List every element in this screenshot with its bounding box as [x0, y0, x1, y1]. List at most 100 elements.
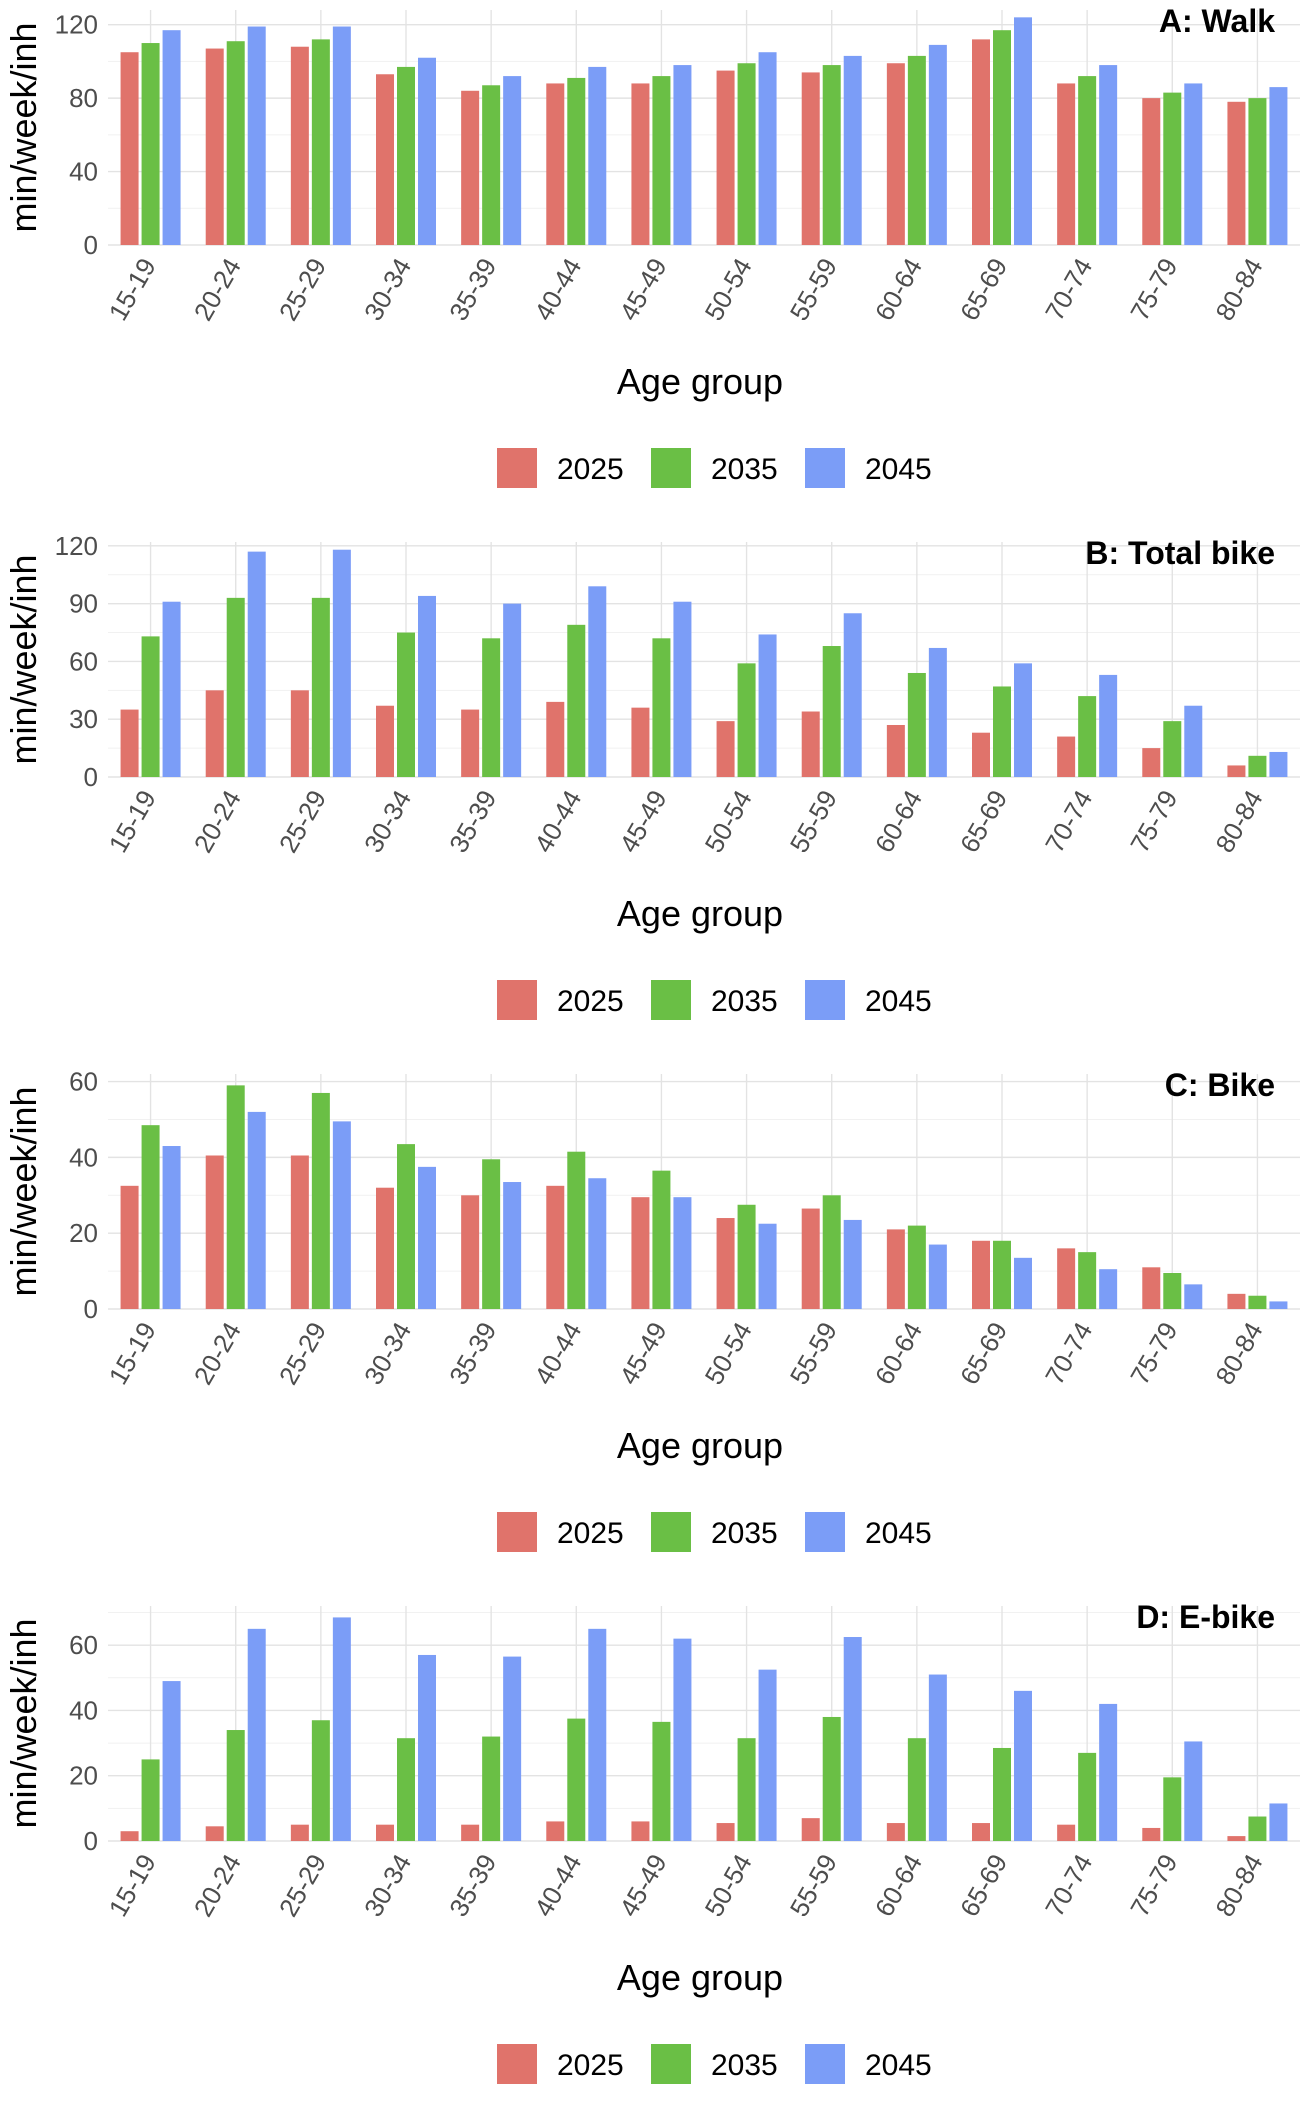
x-tick-label: 75-79	[1124, 253, 1183, 326]
bar-2035-35-39	[482, 1736, 501, 1841]
panel-b-total-bike: 0 30 60 90 120 15-19 20-24 25-29 30-34 35-39 40-44…	[0, 532, 1306, 1064]
x-tick-label: 65-69	[954, 253, 1013, 326]
bar-2035-35-39	[482, 638, 501, 777]
y-tick-label: 0	[84, 1826, 98, 1856]
x-tick-label: 30-34	[358, 253, 417, 326]
bar-2045-80-84	[1269, 1301, 1288, 1309]
legend-swatch-2025	[497, 2044, 537, 2084]
bar-2045-75-79	[1184, 1284, 1203, 1309]
legend-swatch-2035	[651, 448, 691, 488]
bar-2025-20-24	[205, 48, 224, 245]
bar-2035-50-54	[737, 1738, 756, 1841]
x-tick-label: 20-24	[188, 253, 247, 326]
bar-2035-40-44	[567, 624, 586, 777]
bar-2025-25-29	[290, 1155, 309, 1309]
x-tick-label: 70-74	[1039, 1317, 1098, 1390]
bar-2045-80-84	[1269, 751, 1288, 777]
panel-title: A: Walk	[1159, 3, 1275, 39]
bar-2045-25-29	[332, 26, 351, 245]
bar-2025-40-44	[546, 1821, 565, 1841]
bar-2035-80-84	[1248, 98, 1267, 245]
bar-2035-20-24	[226, 597, 245, 777]
chart-svg: 0 40 80 120 15-19 20-24 25-29 30-34 35-39 40-44 45…	[3, 3, 1300, 488]
bar-2025-45-49	[631, 1197, 650, 1309]
legend: 2025 2035 2045	[497, 448, 932, 488]
bar-2025-75-79	[1142, 748, 1161, 777]
bar-2035-60-64	[907, 672, 926, 777]
legend-swatch-2035	[651, 980, 691, 1020]
bar-2035-55-59	[822, 1195, 841, 1309]
legend-label-2045: 2045	[865, 2049, 932, 2082]
legend-swatch-2045	[805, 1512, 845, 1552]
y-tick-label: 40	[69, 1142, 98, 1172]
bar-2035-50-54	[737, 663, 756, 777]
bar-2025-50-54	[716, 1218, 735, 1309]
bars	[120, 1085, 1288, 1309]
bar-2025-45-49	[631, 707, 650, 777]
x-tick-label: 30-34	[358, 1317, 417, 1390]
x-tick-label: 35-39	[443, 253, 502, 326]
bar-2045-35-39	[503, 603, 522, 777]
bar-2035-65-69	[993, 1747, 1011, 1841]
bar-2025-25-29	[290, 690, 309, 777]
bar-2035-45-49	[652, 1721, 671, 1841]
bar-2035-65-69	[993, 686, 1011, 777]
bar-2025-65-69	[972, 732, 990, 777]
bar-2035-80-84	[1248, 1816, 1267, 1841]
bar-2025-20-24	[205, 1826, 224, 1841]
bar-2035-50-54	[737, 1204, 756, 1309]
bar-2025-35-39	[461, 1195, 480, 1309]
bar-2045-60-64	[928, 1674, 947, 1841]
bar-2045-65-69	[1014, 1257, 1032, 1309]
x-tick-label: 35-39	[443, 785, 502, 858]
legend-label-2025: 2025	[557, 1517, 624, 1550]
bar-2035-40-44	[567, 1151, 586, 1309]
x-tick-label: 70-74	[1039, 253, 1098, 326]
bar-2045-35-39	[503, 1182, 522, 1309]
bar-2025-35-39	[461, 1824, 480, 1841]
bar-2045-75-79	[1184, 83, 1203, 245]
x-tick-label: 70-74	[1039, 1849, 1098, 1922]
bar-2045-55-59	[843, 1637, 862, 1841]
bar-2025-45-49	[631, 1821, 650, 1841]
bar-2035-15-19	[141, 1125, 160, 1309]
legend-label-2035: 2035	[711, 453, 778, 486]
x-tick-label: 55-59	[784, 1317, 843, 1390]
x-tick-label: 55-59	[784, 1849, 843, 1922]
panel-title: B: Total bike	[1085, 535, 1275, 571]
bar-2045-20-24	[247, 1628, 266, 1841]
chart-svg: 0 20 40 60 15-19 20-24 25-29 30-34 35-39 40-44 45-…	[3, 1067, 1300, 1552]
x-axis-title: Age group	[617, 893, 783, 934]
y-tick-label: 80	[69, 83, 98, 113]
x-tick-label: 50-54	[699, 1317, 758, 1390]
x-tick-label: 45-49	[613, 1317, 672, 1390]
legend-label-2045: 2045	[865, 1517, 932, 1550]
legend: 2025 2035 2045	[497, 980, 932, 1020]
x-tick-label: 80-84	[1209, 1317, 1268, 1390]
bar-2025-30-34	[376, 705, 394, 777]
bar-2045-30-34	[418, 1654, 436, 1841]
panel-title: D: E-bike	[1136, 1599, 1275, 1635]
x-tick-label: 20-24	[188, 1849, 247, 1922]
y-tick-label: 120	[55, 10, 98, 40]
y-tick-label: 0	[84, 762, 98, 792]
bar-2025-35-39	[461, 90, 480, 245]
bar-2045-55-59	[843, 1219, 862, 1309]
bar-2035-20-24	[226, 1730, 245, 1841]
bar-2035-55-59	[822, 646, 841, 777]
panel-a-walk: 0 40 80 120 15-19 20-24 25-29 30-34 35-39 40-44 45…	[0, 0, 1306, 532]
bar-2045-15-19	[162, 30, 181, 245]
bar-2025-60-64	[886, 63, 905, 245]
bar-2035-20-24	[226, 1085, 245, 1309]
panel-d-e-bike: 0 20 40 60 15-19 20-24 25-29 30-34 35-39 40-44 45-…	[0, 1596, 1306, 2128]
x-tick-label: 60-64	[869, 253, 928, 326]
x-tick-label: 40-44	[528, 1317, 587, 1390]
legend-swatch-2035	[651, 1512, 691, 1552]
bar-2045-80-84	[1269, 87, 1288, 245]
x-tick-label: 75-79	[1124, 1317, 1183, 1390]
bar-2045-60-64	[928, 44, 947, 245]
bar-2035-30-34	[397, 632, 415, 777]
x-tick-label: 40-44	[528, 253, 587, 326]
legend-swatch-2025	[497, 448, 537, 488]
bar-2025-15-19	[120, 709, 139, 777]
